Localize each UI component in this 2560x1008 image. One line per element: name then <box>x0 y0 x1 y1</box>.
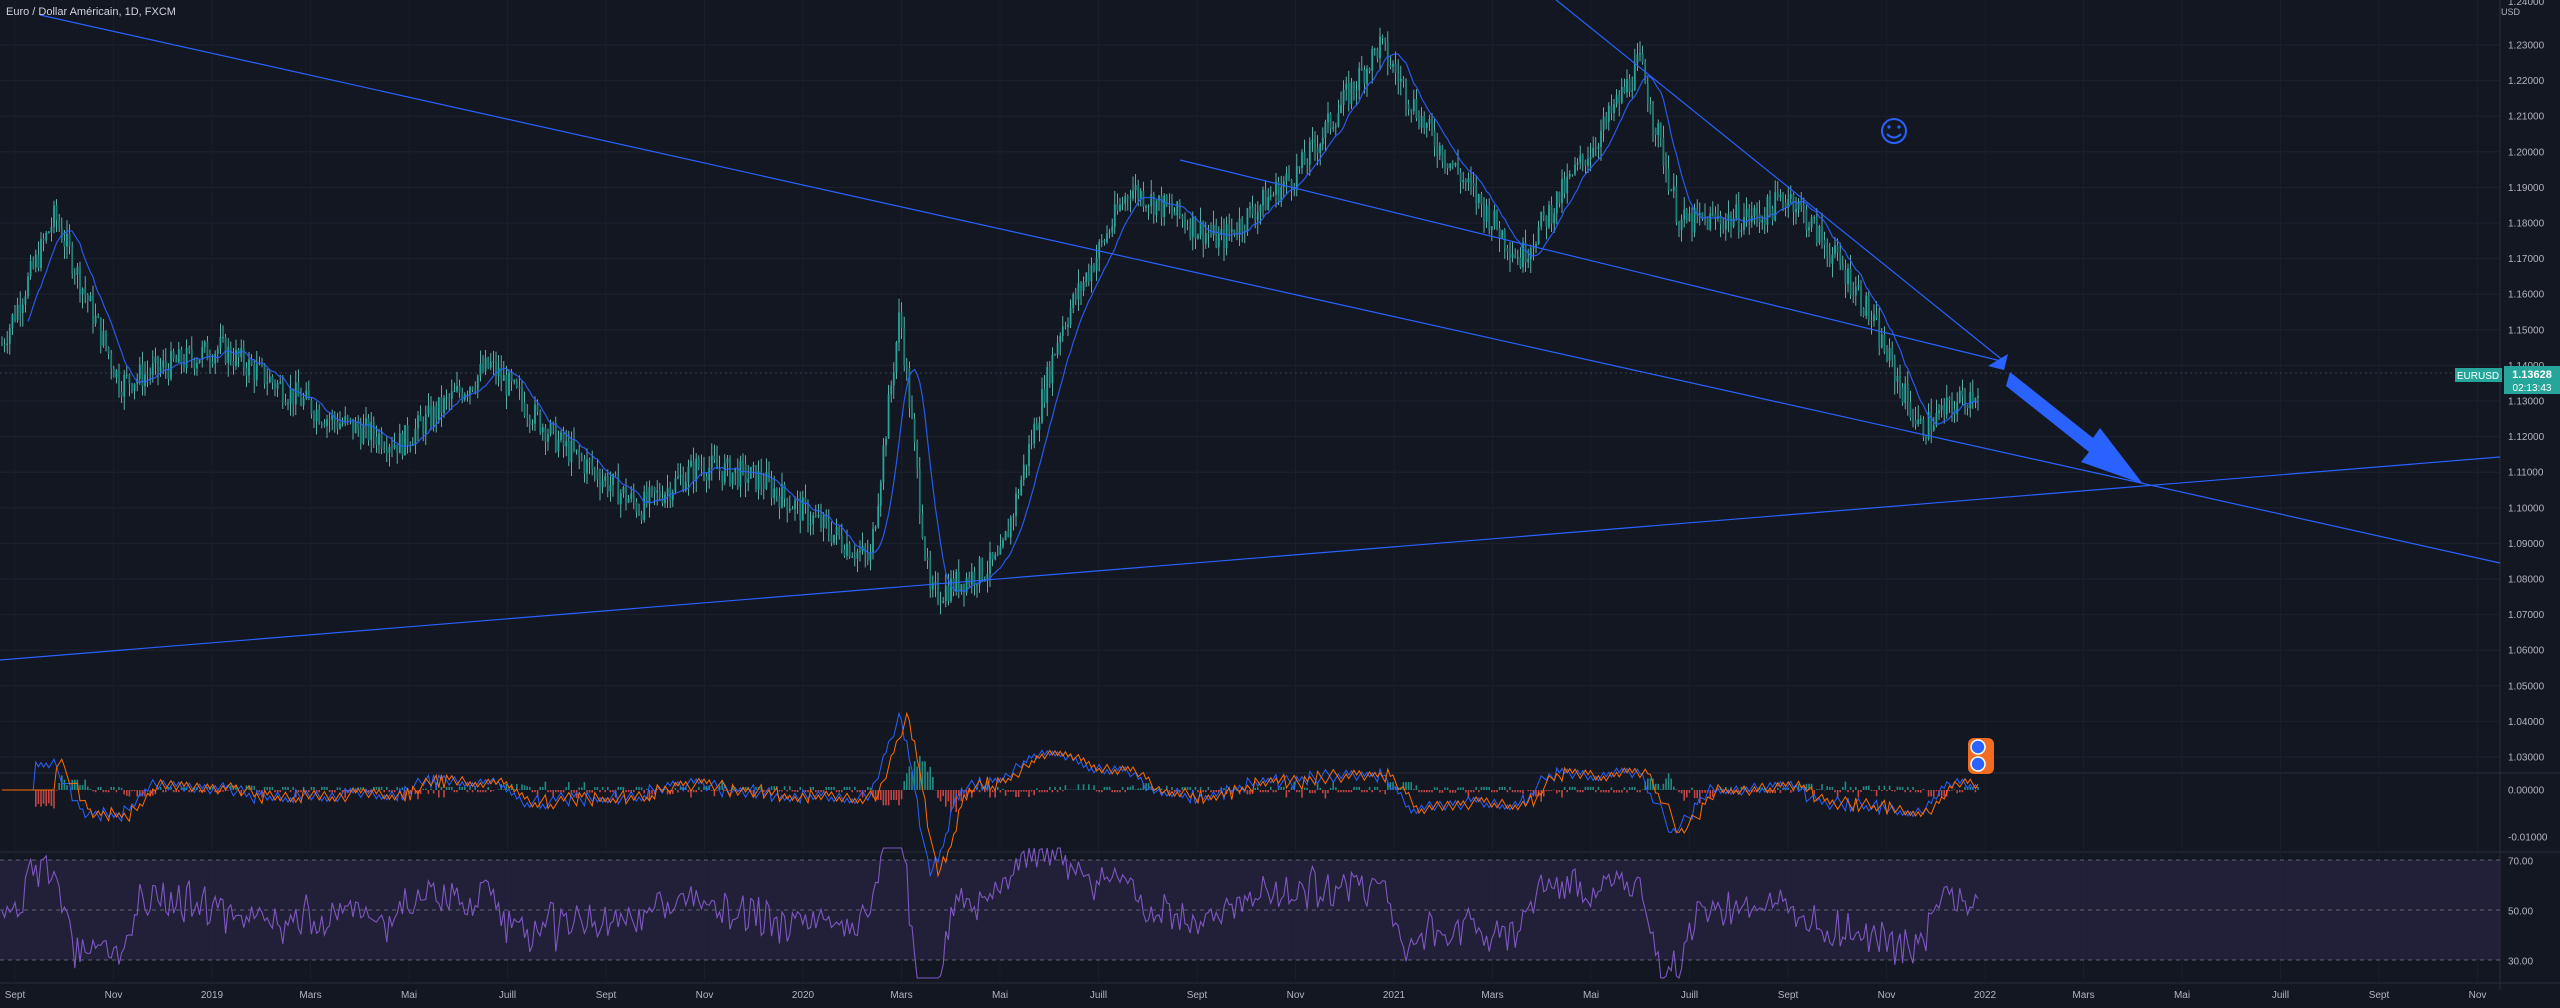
time-tick: Mars <box>890 990 912 1001</box>
price-tick: 1.03000 <box>2508 753 2545 764</box>
time-tick: Mars <box>299 990 321 1001</box>
price-tick: 1.08000 <box>2508 575 2545 586</box>
macd-axis: 0.00000 -0.01000 <box>2508 786 2548 844</box>
macd-pane <box>2 711 1979 878</box>
price-tick: 1.07000 <box>2508 610 2545 621</box>
candles <box>1 27 1979 615</box>
rsi-tick: 50.00 <box>2508 907 2533 918</box>
price-tick: 1.15000 <box>2508 325 2545 336</box>
time-tick: Juill <box>2272 990 2289 1001</box>
time-tick: Mai <box>401 990 417 1001</box>
price-axis-top-label: 1.24000 <box>2508 0 2545 8</box>
price-tick: 1.22000 <box>2508 76 2545 87</box>
time-tick: Juill <box>1681 990 1698 1001</box>
price-tick: 1.11000 <box>2508 468 2544 479</box>
rsi-pane <box>1 847 1979 979</box>
time-tick: Mai <box>2174 990 2190 1001</box>
time-axis[interactable]: Sept Nov 2019 Mars Mai Juill Sept Nov 2020 Mars Ma… <box>5 990 2487 1001</box>
time-tick: 2020 <box>792 990 815 1001</box>
time-tick: Sept <box>2369 990 2390 1001</box>
rsi-axis: 70.00 50.00 30.00 <box>2508 857 2533 968</box>
time-tick: Sept <box>1778 990 1799 1001</box>
time-tick: 2021 <box>1383 990 1406 1001</box>
time-tick: Mars <box>2072 990 2094 1001</box>
last-price-countdown: 02:13:43 <box>2513 383 2552 394</box>
price-tick: 1.09000 <box>2508 539 2545 550</box>
price-tick: 1.21000 <box>2508 112 2545 123</box>
price-tick: 1.16000 <box>2508 290 2545 301</box>
price-tick: 1.12000 <box>2508 432 2545 443</box>
time-tick: Nov <box>1878 990 1896 1001</box>
time-tick: Sept <box>596 990 617 1001</box>
time-tick: Nov <box>105 990 123 1001</box>
last-price-symbol: EURUSD <box>2457 371 2499 382</box>
time-tick: Mars <box>1481 990 1503 1001</box>
drawings <box>0 0 2501 661</box>
time-tick: Sept <box>5 990 26 1001</box>
price-tick: 1.10000 <box>2508 503 2545 514</box>
price-axis-unit: USD <box>2501 7 2521 17</box>
time-tick: Nov <box>2469 990 2487 1001</box>
time-tick: Nov <box>1287 990 1305 1001</box>
macd-tick: 0.00000 <box>2508 786 2545 797</box>
time-tick: Mai <box>992 990 1008 1001</box>
macd-tick: -0.01000 <box>2508 833 2548 844</box>
price-tick: 1.20000 <box>2508 147 2545 158</box>
price-tick: 1.06000 <box>2508 646 2545 657</box>
time-tick: Juill <box>1090 990 1107 1001</box>
time-tick: Sept <box>1187 990 1208 1001</box>
price-tick: 1.04000 <box>2508 717 2545 728</box>
price-tick: 1.17000 <box>2508 254 2545 265</box>
time-tick: Nov <box>696 990 714 1001</box>
time-tick: 2022 <box>1974 990 1997 1001</box>
smiley-icon[interactable] <box>1881 118 1907 144</box>
rsi-tick: 30.00 <box>2508 957 2533 968</box>
rsi-tick: 70.00 <box>2508 857 2533 868</box>
moving-average <box>27 53 1979 593</box>
event-flag-icon[interactable] <box>1968 738 1994 774</box>
last-price-value: 1.13628 <box>2512 369 2552 381</box>
price-tick: 1.05000 <box>2508 681 2545 692</box>
time-tick: 2019 <box>201 990 224 1001</box>
time-tick: Mai <box>1583 990 1599 1001</box>
rsi-band <box>0 859 2500 961</box>
last-price-tag: EURUSD 1.13628 02:13:43 <box>2455 366 2560 394</box>
time-tick: Juill <box>499 990 516 1001</box>
price-tick: 1.18000 <box>2508 219 2545 230</box>
price-tick: 1.19000 <box>2508 183 2545 194</box>
chart-title: Euro / Dollar Américain, 1D, FXCM <box>6 6 176 18</box>
price-tick: 1.13000 <box>2508 397 2545 408</box>
price-tick: 1.23000 <box>2508 41 2545 52</box>
